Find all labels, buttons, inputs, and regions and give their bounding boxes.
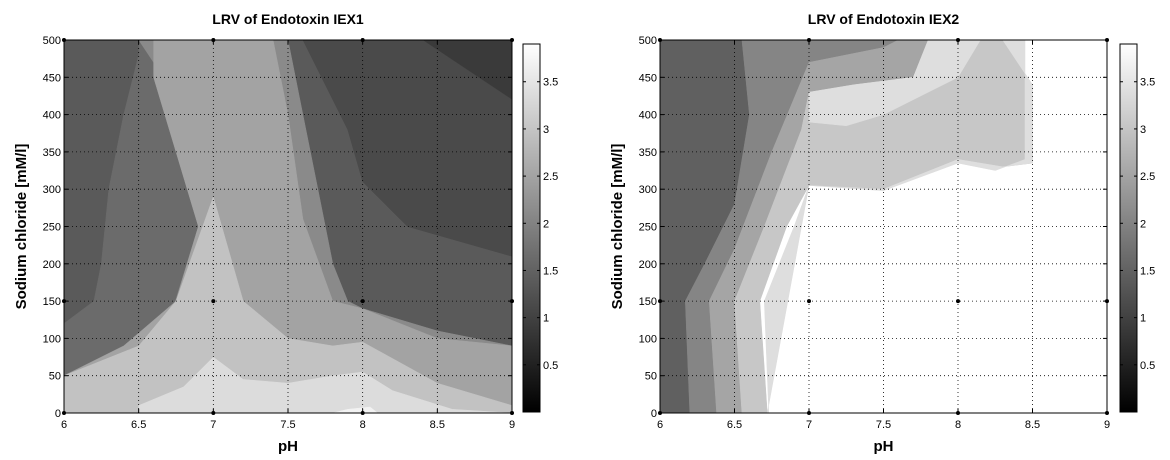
contour-level-3.8	[332, 406, 379, 413]
design-point	[211, 299, 216, 304]
y-tick-label: 350	[43, 147, 61, 159]
x-tick-label: 7.5	[876, 419, 891, 431]
y-tick-label: 250	[43, 222, 61, 234]
design-point	[956, 299, 960, 304]
contour-regions	[660, 40, 1107, 413]
colorbar-scale	[1119, 43, 1138, 413]
colorbar-tick-label: 0.5	[543, 360, 558, 372]
y-axis-label: Sodium chloride [mM/l]	[609, 144, 626, 310]
colorbar-tick-label: 3.5	[543, 77, 558, 89]
x-axis-label: pH	[874, 438, 894, 455]
x-tick-label: 6.5	[131, 419, 146, 431]
y-tick-label: 0	[651, 408, 657, 420]
x-tick-label: 9	[1104, 419, 1110, 431]
colorbar-tick-label: 2	[1140, 218, 1146, 230]
colorbar-tick-label: 1.5	[1140, 265, 1155, 277]
y-axis-label: Sodium chloride [mM/l]	[13, 144, 30, 310]
colorbar-tick-label: 0.5	[1140, 360, 1155, 372]
y-tick-label: 200	[43, 259, 61, 271]
colorbar-tick-label: 1	[1140, 313, 1146, 325]
x-tick-label: 8.5	[430, 419, 445, 431]
grid	[660, 40, 1107, 413]
chart-2: 6 6.5 7 7.5 8 8.5 9 0 50 100 150 200 250 300 350 400 450…	[609, 11, 1155, 455]
y-tick-label: 400	[639, 110, 657, 122]
chart-1: 6 6.5 7 7.5 8 8.5 9 0 50 100 150 200 250 300 350 400 450…	[13, 11, 558, 455]
contour-level-3.5	[138, 356, 512, 413]
contour-level-3.6	[764, 40, 1033, 413]
y-tick-label: 500	[639, 35, 657, 47]
colorbar-tick-label: 2.5	[1140, 171, 1155, 183]
chart-title: LRV of Endotoxin IEX1	[212, 11, 364, 27]
colorbar-tick-label: 1.5	[543, 265, 558, 277]
y-tick-label: 250	[639, 222, 657, 234]
y-tick-label: 400	[43, 110, 61, 122]
x-tick-label: 8	[360, 419, 366, 431]
design-points	[62, 38, 514, 415]
colorbar-tick-label: 1	[543, 313, 549, 325]
colorbar-tick-label: 2.5	[543, 171, 558, 183]
ticks: 6 6.5 7 7.5 8 8.5 9 0 50 100 150 200 250 300 350 400 450…	[639, 35, 1110, 431]
y-tick-label: 50	[645, 371, 657, 383]
y-tick-label: 150	[639, 296, 657, 308]
ticks: 6 6.5 7 7.5 8 8.5 9 0 50 100 150 200 250 300 350 400 450…	[43, 35, 515, 431]
y-tick-label: 200	[639, 259, 657, 271]
x-tick-label: 8.5	[1025, 419, 1040, 431]
colorbar-tick-label: 2	[543, 218, 549, 230]
colorbar-tick-label: 3.5	[1140, 77, 1155, 89]
y-tick-label: 350	[639, 147, 657, 159]
y-tick-label: 300	[639, 184, 657, 196]
design-point	[360, 299, 365, 304]
y-tick-label: 500	[43, 35, 61, 47]
y-tick-label: 100	[639, 333, 657, 345]
y-tick-label: 300	[43, 184, 61, 196]
y-tick-label: 450	[43, 72, 61, 84]
colorbar: 0.5 1 1.5 2 2.5 3 3.5	[1119, 43, 1155, 413]
x-tick-label: 7.5	[280, 419, 295, 431]
x-tick-label: 6	[61, 419, 67, 431]
y-tick-label: 0	[55, 408, 61, 420]
colorbar-tick-label: 3	[543, 124, 549, 136]
contour-level-1.7	[302, 40, 512, 257]
x-tick-label: 9	[509, 419, 515, 431]
y-tick-label: 50	[49, 371, 61, 383]
colorbar-tick-label: 3	[1140, 124, 1146, 136]
x-axis-label: pH	[278, 438, 298, 455]
x-tick-label: 6	[657, 419, 663, 431]
x-tick-label: 8	[955, 419, 961, 431]
design-point	[807, 299, 811, 304]
chart-title: LRV of Endotoxin IEX2	[808, 11, 960, 27]
colorbar: 0.5 1 1.5 2 2.5 3 3.5	[522, 43, 558, 413]
x-tick-label: 6.5	[727, 419, 742, 431]
grid	[64, 40, 512, 413]
y-tick-label: 100	[43, 333, 61, 345]
colorbar-scale	[522, 43, 541, 413]
y-tick-label: 450	[639, 72, 657, 84]
x-tick-label: 7	[210, 419, 216, 431]
y-tick-label: 150	[43, 296, 61, 308]
x-tick-label: 7	[806, 419, 812, 431]
